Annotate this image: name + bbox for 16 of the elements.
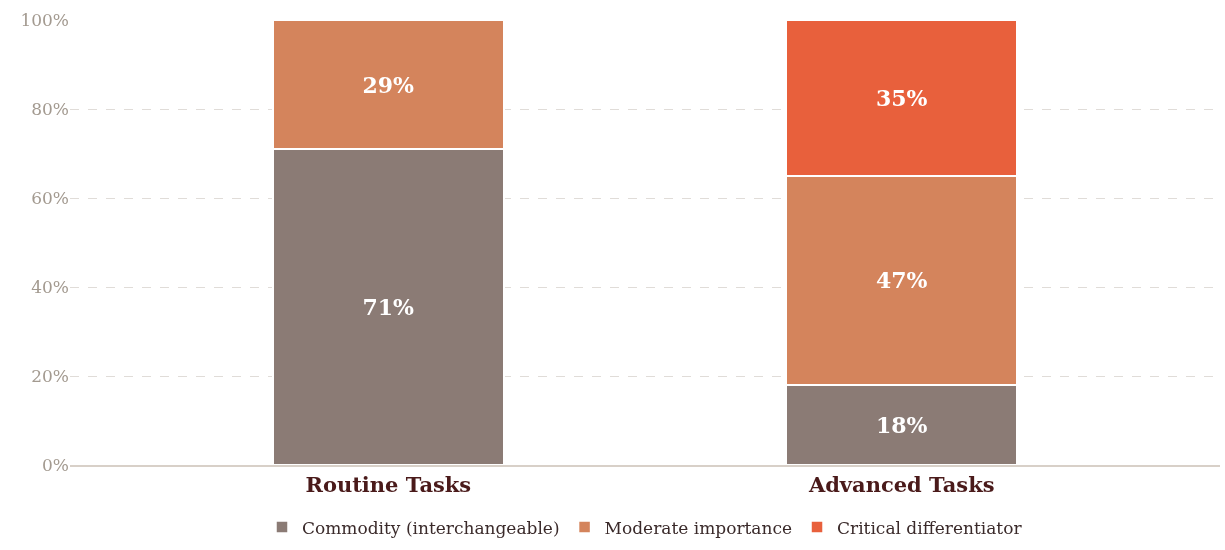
data-label: 47%	[875, 267, 928, 294]
y-tick-label: 0%	[42, 454, 69, 475]
data-label: 71%	[362, 294, 415, 321]
y-tick-label: 40%	[31, 276, 69, 297]
x-tick-label: Advanced Tasks	[807, 471, 995, 497]
data-label: 35%	[875, 84, 928, 111]
legend-label: Commodity (interchangeable)	[302, 517, 560, 538]
y-tick-label: 100%	[20, 9, 69, 30]
data-label: 29%	[362, 71, 415, 98]
legend-label: Critical differentiator	[837, 517, 1023, 538]
y-tick-label: 20%	[31, 365, 69, 386]
legend-label: Moderate importance	[604, 517, 793, 538]
y-tick-label: 80%	[31, 98, 69, 119]
data-label: 18%	[875, 411, 928, 438]
y-tick-label: 60%	[31, 187, 69, 208]
x-tick-label: Routine Tasks	[305, 471, 472, 497]
